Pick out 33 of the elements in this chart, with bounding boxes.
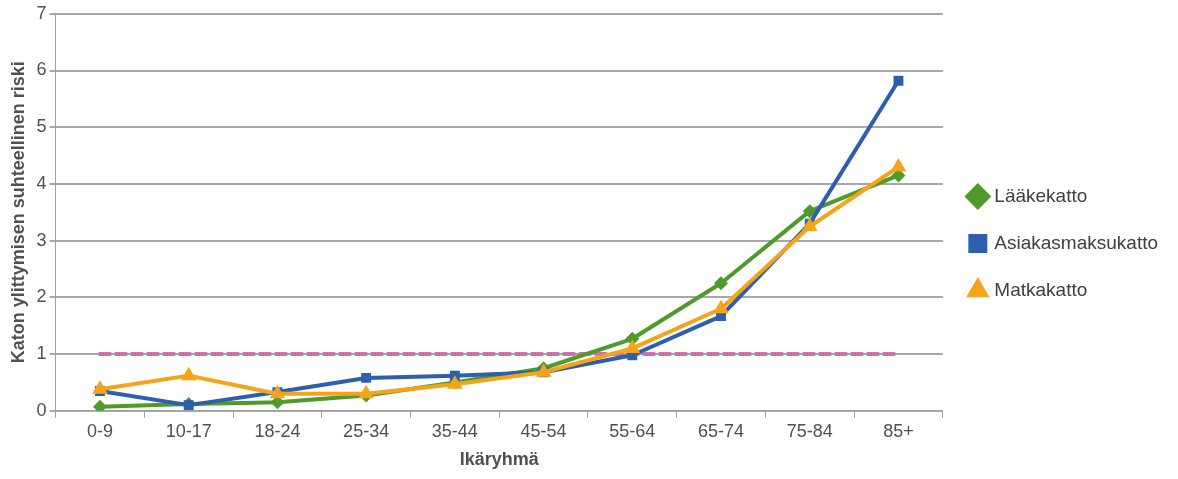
y-tick-label: 0 bbox=[36, 399, 47, 420]
x-tick-label: 18-24 bbox=[254, 420, 301, 441]
x-tick-label: 10-17 bbox=[165, 420, 212, 441]
y-tick-label: 5 bbox=[36, 116, 47, 137]
y-tick-label: 6 bbox=[36, 59, 47, 80]
y-tick-label: 4 bbox=[36, 172, 47, 193]
y-axis-title: Katon ylittymisen suhteellinen riski bbox=[7, 61, 28, 364]
point bbox=[713, 299, 729, 314]
legend-label: Lääkekatto bbox=[994, 184, 1088, 206]
point bbox=[92, 399, 107, 411]
y-tick-label: 2 bbox=[36, 286, 47, 307]
x-tick-label: 65-74 bbox=[697, 420, 745, 441]
point bbox=[358, 384, 374, 399]
x-tick-label: 25-34 bbox=[343, 420, 390, 441]
x-tick-label: 45-54 bbox=[520, 420, 567, 441]
point bbox=[714, 276, 729, 291]
y-tick-label: 1 bbox=[36, 343, 47, 364]
legend-label: Asiakasmaksukatto bbox=[994, 231, 1159, 253]
point bbox=[361, 372, 372, 383]
x-tick-label: 35-44 bbox=[431, 420, 478, 441]
x-tick-label: 0-9 bbox=[86, 420, 113, 441]
point bbox=[624, 339, 641, 353]
point bbox=[802, 204, 817, 219]
x-axis-title: Ikäryhmä bbox=[459, 449, 540, 470]
point bbox=[180, 366, 197, 381]
y-tick-label: 3 bbox=[36, 229, 47, 250]
point bbox=[92, 380, 108, 394]
y-tick-label: 7 bbox=[36, 2, 47, 23]
legend-label: Matkakatto bbox=[994, 278, 1088, 300]
x-tick-label: 85+ bbox=[883, 420, 914, 441]
x-tick-label: 75-84 bbox=[786, 420, 833, 441]
x-tick-label: 55-64 bbox=[609, 420, 656, 441]
point bbox=[893, 75, 904, 86]
